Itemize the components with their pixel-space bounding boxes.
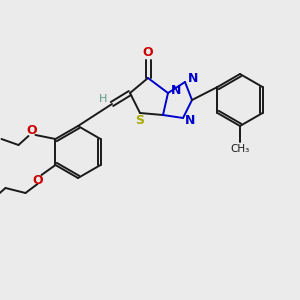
Text: S: S (136, 113, 145, 127)
Text: O: O (143, 46, 153, 59)
Text: N: N (185, 115, 195, 128)
Text: N: N (188, 73, 198, 85)
Text: O: O (32, 173, 43, 187)
Text: N: N (171, 83, 181, 97)
Text: O: O (26, 124, 37, 137)
Text: H: H (99, 94, 107, 104)
Text: CH₃: CH₃ (230, 144, 250, 154)
